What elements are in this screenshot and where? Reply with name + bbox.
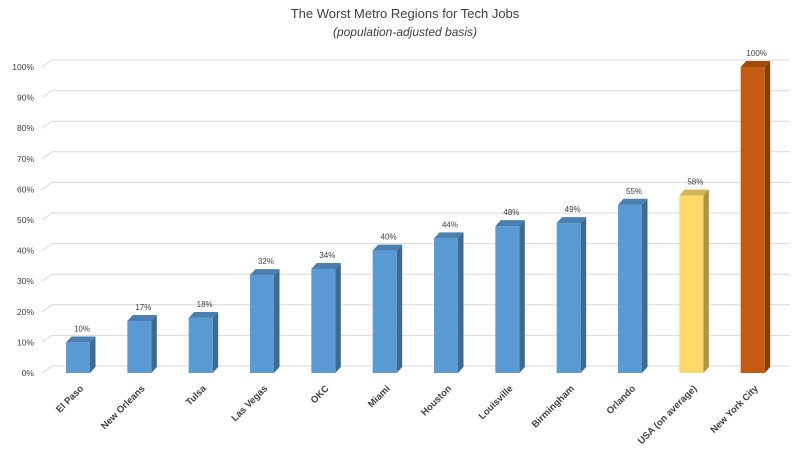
- bar-las-vegas: [250, 269, 280, 373]
- category-label: New Orleans: [99, 383, 147, 431]
- bar-miami: [372, 244, 403, 373]
- data-label: 49%: [565, 205, 581, 214]
- chart-title: The Worst Metro Regions for Tech Jobs: [291, 6, 520, 21]
- y-tick-label: 0%: [22, 368, 35, 378]
- category-label: OKC: [309, 383, 332, 406]
- category-label: Tulsa: [184, 383, 209, 408]
- data-label: 58%: [687, 178, 703, 187]
- category-label: Birmingham: [530, 383, 577, 430]
- bar-new-orleans: [127, 315, 157, 373]
- bars: [66, 61, 771, 374]
- y-tick-label: 90%: [17, 93, 34, 103]
- bar-new-york-city: [740, 61, 771, 374]
- gridline: [41, 120, 790, 129]
- data-label: 17%: [135, 303, 151, 312]
- y-tick-label: 60%: [17, 184, 34, 194]
- category-label: Louisville: [477, 383, 516, 422]
- data-label: 44%: [442, 220, 458, 229]
- y-tick-label: 50%: [17, 215, 34, 225]
- data-label: 48%: [503, 208, 519, 217]
- data-label: 10%: [74, 324, 90, 333]
- y-tick-label: 40%: [17, 246, 34, 256]
- data-label: 32%: [258, 257, 274, 266]
- gridlines: [41, 59, 790, 374]
- bar-el-paso: [66, 336, 96, 373]
- bar-tulsa: [188, 311, 219, 373]
- data-label: 18%: [197, 300, 213, 309]
- data-label: 100%: [746, 49, 766, 58]
- gridline: [41, 90, 790, 99]
- gridline: [41, 59, 790, 68]
- category-labels: El Paso New Orleans Tulsa Las Vegas OKC Miami…: [54, 383, 761, 447]
- category-label: Miami: [366, 383, 393, 410]
- y-tick-label: 20%: [17, 307, 34, 317]
- data-label: 40%: [381, 233, 397, 242]
- y-tick-label: 30%: [17, 276, 34, 286]
- category-label: USA (on average): [636, 383, 700, 447]
- gridline: [41, 243, 790, 252]
- bar-birmingham: [556, 217, 587, 373]
- data-label: 34%: [319, 251, 335, 260]
- chart-subtitle: (population-adjusted basis): [333, 25, 477, 39]
- data-labels: 10% 17% 18% 32% 34% 40% 44% 48% 49% 55% 58% 100%: [74, 49, 767, 333]
- data-label: 55%: [626, 187, 642, 196]
- y-tick-label: 80%: [17, 123, 34, 133]
- gridline: [41, 151, 790, 160]
- gridline: [41, 334, 790, 343]
- bar-usa-on-average: [679, 189, 709, 373]
- category-label: Houston: [419, 383, 454, 418]
- gridline: [41, 273, 790, 282]
- category-label: Orlando: [605, 383, 639, 417]
- category-label: New York City: [708, 383, 761, 436]
- y-tick-label: 70%: [17, 154, 34, 164]
- category-label: El Paso: [54, 383, 86, 415]
- y-axis-ticks: 0% 10% 20% 30% 40% 50% 60% 70% 80% 90% 100%: [12, 62, 34, 378]
- gridline: [41, 181, 790, 190]
- floor-edge: [41, 365, 53, 374]
- bar-okc: [311, 263, 341, 373]
- category-label: Las Vegas: [229, 383, 270, 424]
- gridline: [41, 304, 790, 313]
- y-tick-label: 100%: [12, 62, 34, 72]
- bar-houston: [434, 232, 464, 373]
- bar-louisville: [495, 220, 525, 373]
- gridline: [41, 212, 790, 221]
- bar-orlando: [618, 198, 648, 373]
- y-tick-label: 10%: [17, 337, 34, 347]
